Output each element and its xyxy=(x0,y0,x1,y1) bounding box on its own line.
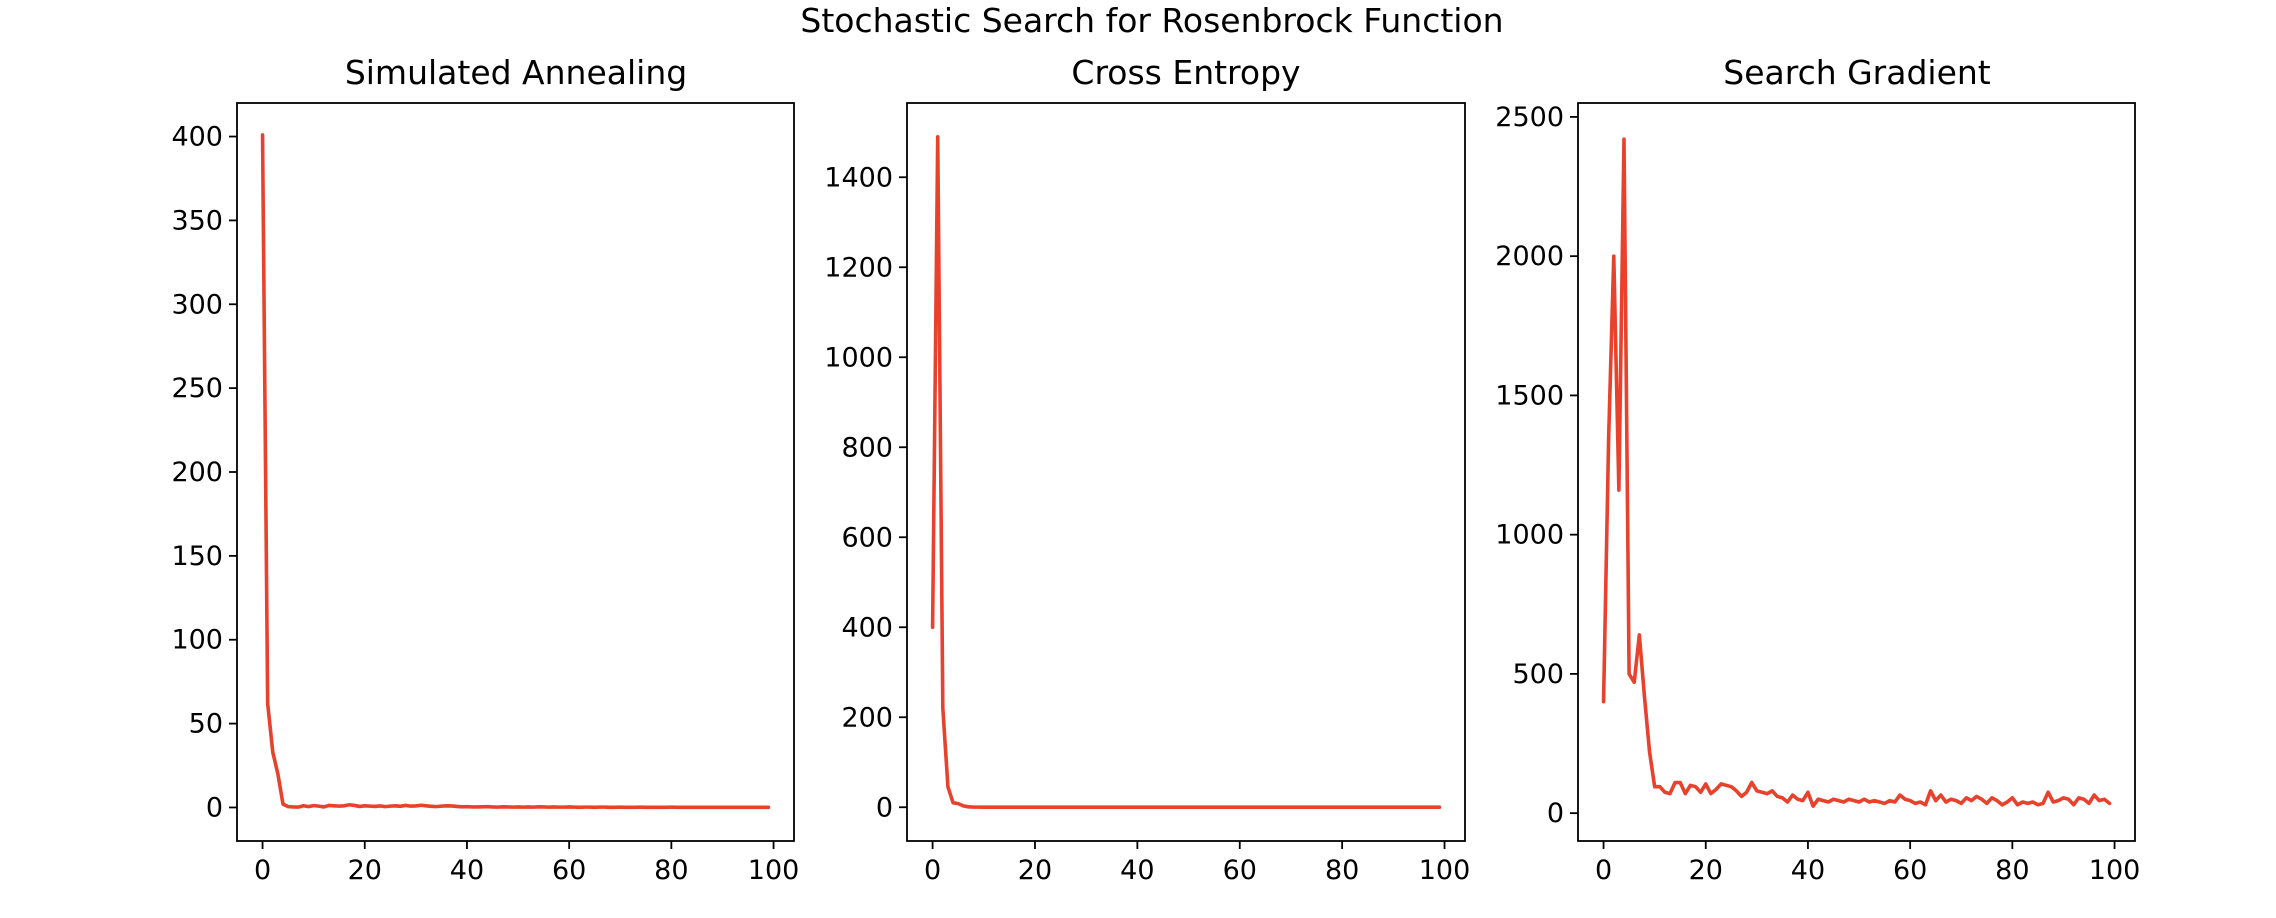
y-tick-label: 1000 xyxy=(1495,520,1564,551)
y-tick-label: 0 xyxy=(206,792,223,823)
series-line-cross-entropy xyxy=(930,134,1442,810)
x-tick-label: 40 xyxy=(1791,855,1825,886)
y-tick-label: 1500 xyxy=(1495,380,1564,411)
subplot-title-simulated-annealing: Simulated Annealing xyxy=(345,53,687,92)
x-tick-label: 80 xyxy=(654,855,688,886)
subplot-simulated-annealing: Simulated Annealing 0 20 40 60 80 100 0 50 100 15… xyxy=(171,53,799,886)
x-tick-label: 100 xyxy=(1419,855,1471,886)
subplot-title-cross-entropy: Cross Entropy xyxy=(1071,53,1300,92)
y-tick-label: 0 xyxy=(876,792,893,823)
y-tick-label: 800 xyxy=(841,432,893,463)
figure-title: Stochastic Search for Rosenbrock Functio… xyxy=(800,1,1503,40)
y-tick-label: 2500 xyxy=(1495,102,1564,133)
y-tick-label: 1200 xyxy=(824,252,893,283)
subplot-search-gradient: Search Gradient 0 20 40 60 80 100050010001500… xyxy=(1495,53,2140,886)
y-tick-label: 200 xyxy=(171,457,223,488)
x-tick-label: 0 xyxy=(254,855,271,886)
x-tick-label: 0 xyxy=(1595,855,1612,886)
y-tick-label: 2000 xyxy=(1495,241,1564,272)
plot-frame xyxy=(906,102,1466,842)
x-tick-label: 60 xyxy=(1893,855,1927,886)
x-tick-label: 0 xyxy=(924,855,941,886)
y-tick-label: 50 xyxy=(189,709,223,740)
plot-frame xyxy=(1577,102,2136,842)
y-tick-label: 1400 xyxy=(824,162,893,193)
y-tick-label: 150 xyxy=(171,541,223,572)
y-tick-label: 250 xyxy=(171,373,223,404)
y-tick-label: 400 xyxy=(171,122,223,153)
plot-frame xyxy=(236,102,795,842)
series-line-simulated-annealing xyxy=(260,133,771,810)
x-tick-label: 80 xyxy=(1995,855,2029,886)
axis-ticks: 0 20 40 60 80 100 0 50 100 150 200 250 300 350 400 xyxy=(171,122,799,886)
series-line-search-gradient xyxy=(1601,137,2112,808)
y-tick-label: 350 xyxy=(171,205,223,236)
y-tick-label: 200 xyxy=(841,702,893,733)
x-tick-label: 60 xyxy=(1223,855,1257,886)
y-tick-label: 600 xyxy=(841,522,893,553)
y-tick-label: 400 xyxy=(841,612,893,643)
x-tick-label: 100 xyxy=(748,855,800,886)
y-tick-label: 0 xyxy=(1547,798,1564,829)
x-tick-label: 60 xyxy=(552,855,586,886)
x-tick-label: 80 xyxy=(1325,855,1359,886)
y-tick-label: 300 xyxy=(171,289,223,320)
x-tick-label: 20 xyxy=(1689,855,1723,886)
y-tick-label: 500 xyxy=(1512,659,1564,690)
subplot-cross-entropy: Cross Entropy 0 20 40 60 80 10002004006008001… xyxy=(824,53,1470,886)
x-tick-label: 20 xyxy=(1018,855,1052,886)
y-tick-label: 100 xyxy=(171,625,223,656)
x-tick-label: 20 xyxy=(348,855,382,886)
subplot-title-search-gradient: Search Gradient xyxy=(1723,53,1991,92)
x-tick-label: 40 xyxy=(1120,855,1154,886)
y-tick-label: 1000 xyxy=(824,342,893,373)
x-tick-label: 100 xyxy=(2089,855,2141,886)
x-tick-label: 40 xyxy=(450,855,484,886)
